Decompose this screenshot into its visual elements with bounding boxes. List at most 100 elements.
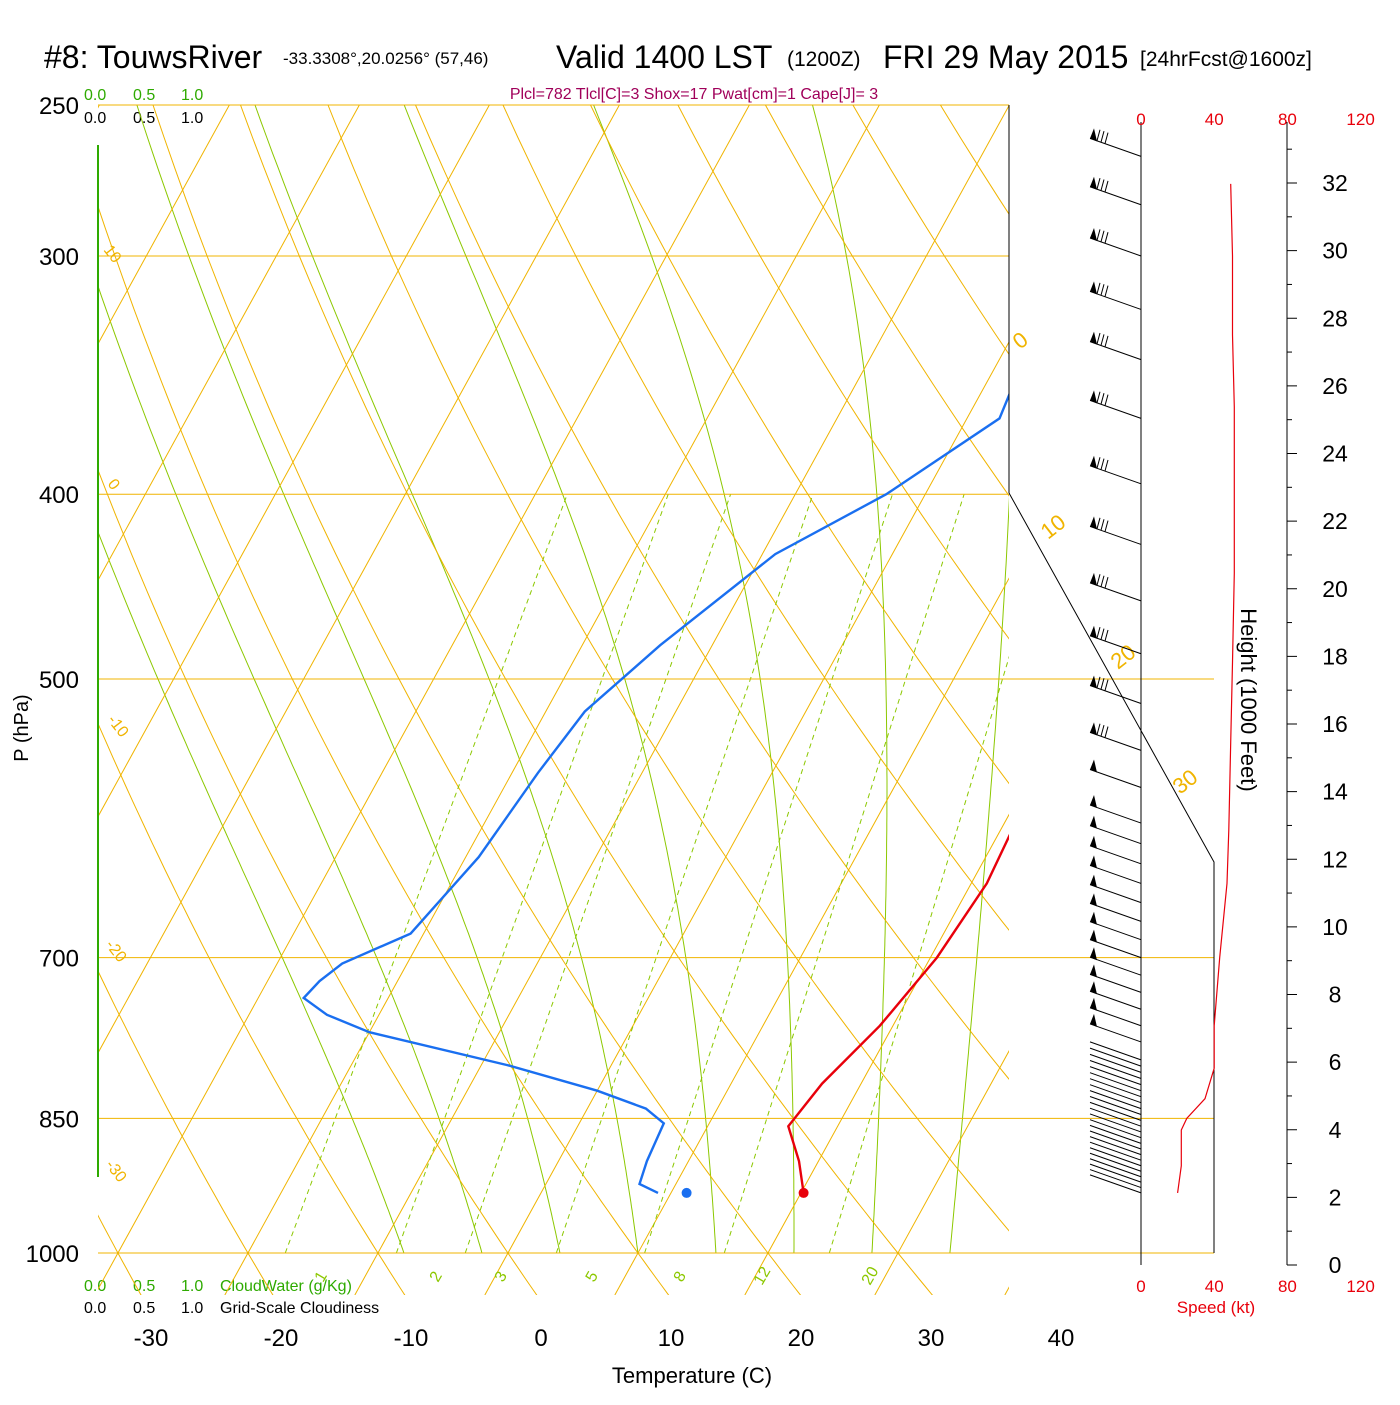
wind-barb-feather (1101, 334, 1104, 345)
wind-barb-feather (1101, 678, 1104, 689)
speed-tick-bottom: 120 (1346, 1277, 1374, 1296)
dewpoint-surface-point (682, 1188, 692, 1198)
height-tick-label: 20 (1322, 576, 1348, 602)
temperature-tick-label: 40 (1048, 1325, 1075, 1352)
wind-barb-feather (1101, 393, 1104, 404)
cloud-top-black-0: 0.0 (84, 110, 106, 127)
speed-tick-top: 120 (1346, 110, 1374, 129)
cloud-top-black-2: 1.0 (181, 110, 203, 127)
wind-barb (1090, 583, 1141, 601)
dry-adiabat (1353, 71, 1400, 1301)
height-tick-label: 32 (1322, 170, 1348, 196)
wind-barb (1090, 400, 1141, 418)
zulu-time: (1200Z) (787, 48, 861, 71)
temperature-surface-point (799, 1188, 809, 1198)
wind-barb (1090, 1153, 1141, 1171)
height-tick-label: 30 (1322, 238, 1348, 264)
temperature-tick-label: 10 (658, 1325, 685, 1352)
wind-barb-feather (1101, 629, 1104, 640)
wind-barb-feather (1097, 333, 1100, 344)
height-axis-title: Height (1000 Feet) (1236, 608, 1261, 791)
speed-tick-bottom: 80 (1278, 1277, 1297, 1296)
wind-barb-pennant (1090, 912, 1097, 925)
wind-speed-curve (1178, 184, 1235, 1193)
dry-adiabat (1180, 71, 1400, 1301)
wind-barb-pennant (1090, 855, 1097, 868)
wind-barb-feather (1105, 133, 1108, 144)
wind-barb (1090, 826, 1141, 844)
wind-barb (1090, 1159, 1141, 1177)
wind-barb (1090, 187, 1141, 205)
wind-barb-pennant (1090, 456, 1097, 469)
dry-adiabat-label: 30 (1168, 764, 1203, 799)
wind-barb (1090, 922, 1141, 940)
wind-barb-feather (1105, 232, 1108, 243)
wind-barb-pennant (1090, 816, 1097, 829)
dry-adiabat-label: 20 (1106, 639, 1141, 674)
height-tick-label: 4 (1329, 1117, 1342, 1143)
wind-barb (1090, 770, 1141, 788)
wind-barb (1090, 865, 1141, 883)
profiles (304, 184, 1067, 1198)
wind-barb (1090, 805, 1141, 823)
wind-barb-pennant (1090, 875, 1097, 888)
dry-adiabat-label: -30 (102, 1157, 130, 1186)
temperature-tick-label: -30 (134, 1325, 169, 1352)
wind-barb (1090, 1125, 1141, 1143)
cloud-bottom-green-2: 1.0 (181, 1278, 203, 1295)
pressure-tick-label: 1000 (26, 1241, 79, 1268)
mixing-ratio-label: 8 (671, 1269, 690, 1285)
x-axis-title: Temperature (C) (612, 1363, 772, 1388)
wind-barb-feather (1097, 283, 1100, 294)
wind-barb (1090, 846, 1141, 864)
wind-barb-pennant (1090, 893, 1097, 906)
mixing-ratio-line-8 (645, 494, 893, 1253)
pressure-tick-label: 500 (39, 667, 79, 694)
station-coords: -33.3308°,20.0256° (57,46) (283, 49, 488, 68)
wind-barb (1090, 238, 1141, 256)
isotherms (0, 105, 1400, 1295)
wind-barb (1090, 991, 1141, 1009)
station-title: #8: TouwsRiver (44, 39, 263, 75)
wind-barb (1090, 1170, 1141, 1188)
wind-barb (1090, 940, 1141, 958)
wind-barb (1090, 903, 1141, 921)
isotherm (745, 105, 1400, 1295)
speed-tick-bottom: 40 (1205, 1277, 1224, 1296)
height-tick-label: 16 (1322, 711, 1348, 737)
pressure-tick-label: 250 (39, 93, 79, 120)
cloudwater-label: CloudWater (g/Kg) (220, 1278, 352, 1295)
wind-barb-feather (1097, 724, 1100, 735)
mixing-ratio-label: 20 (859, 1264, 883, 1288)
pressure-tick-label: 400 (39, 482, 79, 509)
wind-barb-pennant (1090, 947, 1097, 960)
wind-barb (1090, 1164, 1141, 1182)
wind-barb-feather (1105, 286, 1108, 297)
dewpoint-profile (304, 184, 1025, 1193)
mixing-ratio-line-1 (285, 494, 567, 1253)
cloud-bottom-black-2: 1.0 (181, 1300, 203, 1317)
wind-barb-feather (1097, 130, 1100, 141)
dry-adiabat-label: 10 (100, 242, 124, 267)
wind-barb-feather (1097, 627, 1100, 638)
wind-barb-pennant (1090, 281, 1097, 294)
wind-barb (1090, 957, 1141, 975)
y-axis-title: P (hPa) (11, 694, 33, 761)
wind-barb-feather (1101, 725, 1104, 736)
mixing-ratio-line-5 (556, 494, 813, 1253)
wind-barb-pennant (1090, 177, 1097, 190)
dry-adiabat (0, 71, 12, 1301)
mixing-ratio-label: 3 (492, 1269, 511, 1285)
wind-barb-pennant (1090, 675, 1097, 688)
pressure-tick-label: 850 (39, 1106, 79, 1133)
dry-adiabat-label: -20 (102, 937, 130, 966)
wind-barb (1090, 1131, 1141, 1149)
wind-barb (1090, 526, 1141, 544)
height-tick-label: 26 (1322, 373, 1348, 399)
speed-axis-title: Speed (kt) (1177, 1298, 1255, 1317)
wind-barb (1090, 1142, 1141, 1160)
speed-tick-top: 40 (1205, 110, 1224, 129)
